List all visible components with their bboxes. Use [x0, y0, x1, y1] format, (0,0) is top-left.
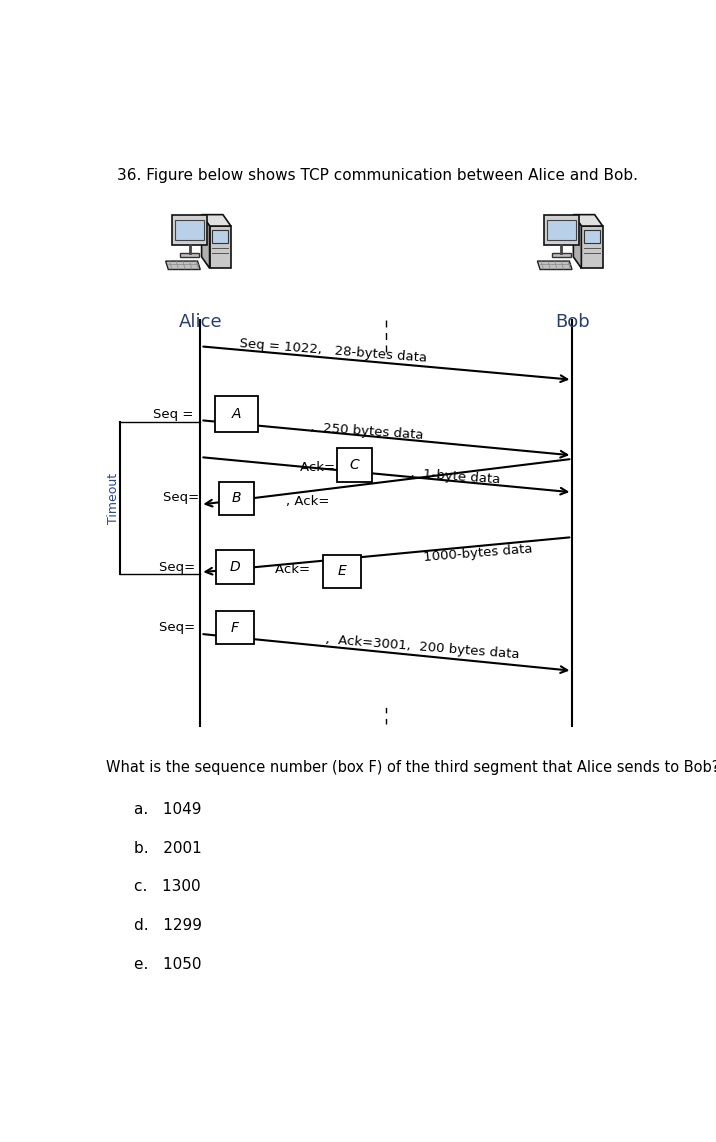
FancyBboxPatch shape: [216, 550, 254, 584]
Text: Seq =: Seq =: [153, 408, 198, 420]
FancyBboxPatch shape: [323, 555, 361, 588]
Polygon shape: [173, 216, 207, 246]
Text: e.   1050: e. 1050: [134, 957, 201, 972]
Text: ,  250 bytes data: , 250 bytes data: [310, 421, 424, 442]
Text: Ack=: Ack=: [300, 461, 339, 474]
FancyBboxPatch shape: [337, 449, 372, 482]
Text: 1000-bytes data: 1000-bytes data: [423, 542, 533, 564]
Text: c.   1300: c. 1300: [134, 879, 200, 894]
Polygon shape: [212, 231, 228, 243]
Polygon shape: [180, 252, 199, 257]
Text: Seq = 1022,   28-bytes data: Seq = 1022, 28-bytes data: [239, 337, 428, 364]
Polygon shape: [574, 215, 603, 226]
Text: F: F: [231, 621, 239, 635]
Polygon shape: [574, 215, 581, 268]
Text: What is the sequence number (box F) of the third segment that Alice sends to Bob: What is the sequence number (box F) of t…: [106, 759, 716, 774]
Text: ,  1-byte data: , 1-byte data: [410, 467, 501, 486]
Text: Alice: Alice: [179, 313, 222, 331]
Text: Timeout: Timeout: [107, 473, 120, 523]
FancyBboxPatch shape: [216, 611, 254, 644]
Text: A: A: [232, 407, 241, 421]
Text: a.   1049: a. 1049: [134, 802, 201, 817]
Polygon shape: [175, 219, 204, 240]
Text: , Ack=: , Ack=: [286, 496, 334, 508]
Polygon shape: [202, 215, 210, 268]
Polygon shape: [552, 252, 571, 257]
Polygon shape: [165, 262, 200, 270]
Text: D: D: [230, 560, 240, 574]
Text: ,  Ack=3001,  200 bytes data: , Ack=3001, 200 bytes data: [325, 633, 520, 661]
Text: d.   1299: d. 1299: [134, 918, 202, 933]
Text: Bob: Bob: [555, 313, 590, 331]
FancyBboxPatch shape: [216, 396, 258, 432]
Text: Ack=: Ack=: [276, 563, 314, 577]
Text: 36. Figure below shows TCP communication between Alice and Bob.: 36. Figure below shows TCP communication…: [117, 168, 638, 183]
Polygon shape: [544, 216, 579, 246]
Text: Seq=: Seq=: [163, 491, 203, 504]
Polygon shape: [202, 215, 231, 226]
FancyBboxPatch shape: [219, 482, 254, 515]
Text: b.   2001: b. 2001: [134, 841, 202, 855]
Polygon shape: [584, 231, 600, 243]
Text: Seq=: Seq=: [159, 621, 199, 634]
Polygon shape: [210, 226, 231, 268]
Text: B: B: [232, 491, 241, 506]
Polygon shape: [581, 226, 603, 268]
Polygon shape: [538, 262, 572, 270]
Text: C: C: [350, 458, 359, 472]
Polygon shape: [547, 219, 576, 240]
Text: E: E: [338, 564, 347, 579]
Text: Seq=: Seq=: [159, 561, 199, 573]
